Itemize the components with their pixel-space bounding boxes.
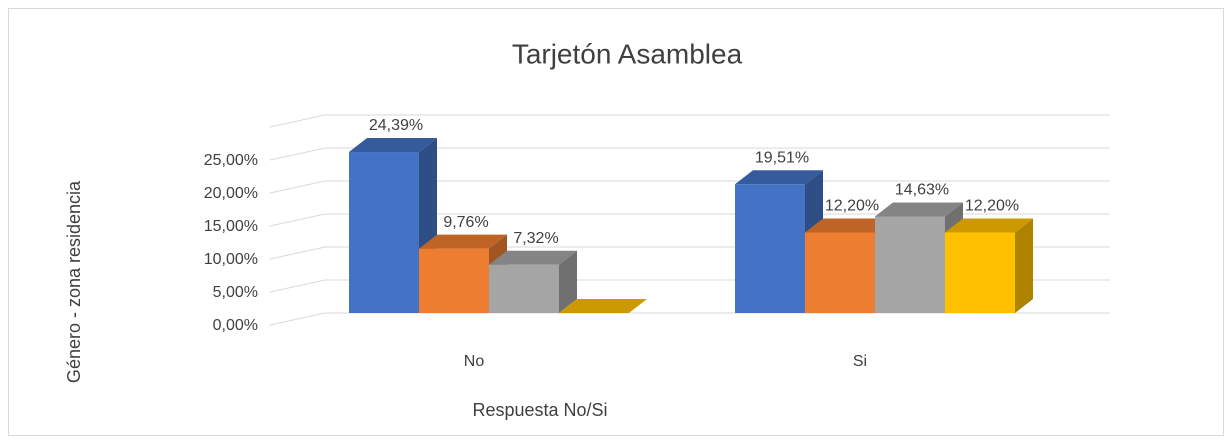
chart-frame xyxy=(8,8,1224,436)
y-axis-title: Género - zona residencia xyxy=(64,180,84,383)
y-tick-label: 20,00% xyxy=(204,185,258,202)
bar-top xyxy=(875,202,963,217)
data-label: 24,39% xyxy=(369,117,423,134)
y-tick-label: 0,00% xyxy=(213,317,258,334)
bar xyxy=(805,232,875,313)
y-tick-label: 25,00% xyxy=(204,152,258,169)
bar-top xyxy=(945,218,1033,233)
bar-top xyxy=(489,250,577,265)
data-label: 9,76% xyxy=(443,214,488,231)
y-tick-label: 10,00% xyxy=(204,251,258,268)
bar-side xyxy=(559,250,577,313)
data-label: 14,63% xyxy=(895,182,949,199)
bar-top xyxy=(559,299,647,313)
x-tick-label: No xyxy=(464,353,485,370)
grid-line xyxy=(269,213,1110,227)
bar xyxy=(489,264,559,313)
grid-line xyxy=(269,114,1110,128)
bar xyxy=(875,216,945,313)
x-axis-title: Respuesta No/Si xyxy=(472,400,607,420)
x-tick-label: Si xyxy=(853,353,867,370)
y-tick-label: 15,00% xyxy=(204,218,258,235)
bar-top xyxy=(735,170,823,185)
y-tick-label: 5,00% xyxy=(213,284,258,301)
bar xyxy=(735,184,805,313)
bar xyxy=(419,248,489,313)
data-label: 12,20% xyxy=(965,198,1019,215)
grid-line xyxy=(269,147,1110,161)
grid-line xyxy=(269,180,1110,194)
chart-title: Tarjetón Asamblea xyxy=(512,38,743,69)
data-label: 7,32% xyxy=(513,230,558,247)
bar-top xyxy=(419,234,507,249)
bar-side xyxy=(1015,218,1033,313)
bar xyxy=(349,152,419,313)
bar xyxy=(945,232,1015,313)
bar-top xyxy=(805,218,893,233)
data-label: 19,51% xyxy=(755,149,809,166)
data-label: 12,20% xyxy=(825,198,879,215)
bar-top xyxy=(349,138,437,153)
